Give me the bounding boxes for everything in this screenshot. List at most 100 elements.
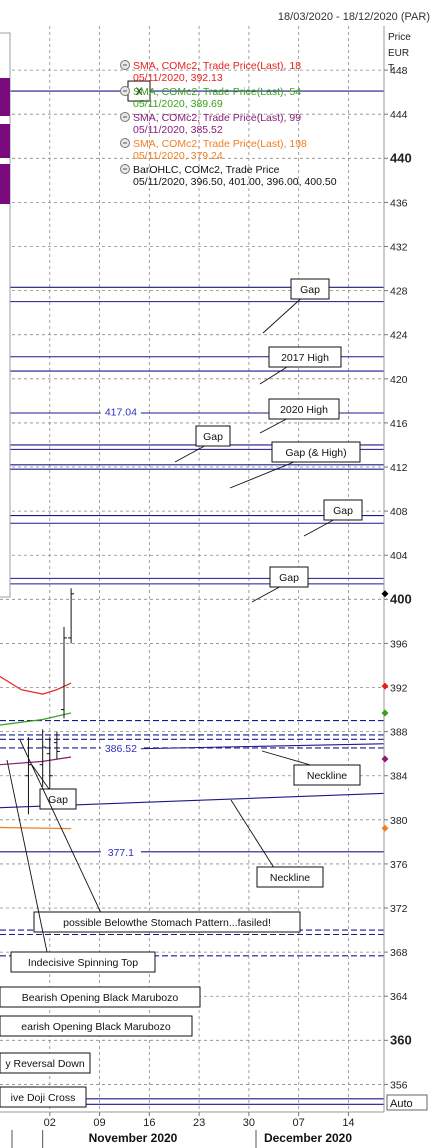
axis-tick-label: 396 [390, 638, 408, 650]
annotation-text: Neckline [307, 770, 347, 782]
value-label: 386.52 [105, 743, 137, 755]
legend-series: SMA, COMc2, Trade Price(Last), 99 [133, 112, 301, 124]
axis-tick-label: 376 [390, 859, 408, 871]
annotation-box [195, 425, 231, 447]
legend-value: 05/11/2020, 396.50, 401.00, 396.00, 400.… [133, 176, 337, 188]
axis-tick-label: 412 [390, 462, 408, 474]
value-label: 377.1 [108, 847, 134, 859]
price-marker [381, 590, 389, 598]
axis-tick-label: 388 [390, 727, 408, 739]
axis-tick-label: 384 [390, 771, 408, 783]
grid [0, 26, 384, 1112]
annotation-connector [229, 461, 295, 489]
annotation-box [268, 346, 342, 368]
auto-scale-button[interactable]: Auto [386, 1094, 428, 1111]
annotation-text: Gap [203, 431, 223, 443]
time-tick-label: 07 [293, 1117, 305, 1129]
annotation-box [0, 1086, 87, 1108]
annotation-text: Neckline [270, 872, 310, 884]
legend-series: SMA, COMc2, Trade Price(Last), 18 [133, 60, 301, 72]
date-range-label: 18/03/2020 - 18/12/2020 (PAR) [278, 11, 430, 23]
trend-line [113, 743, 385, 750]
annotation-text: Gap [48, 794, 68, 806]
price-marker [381, 824, 389, 832]
time-tick-label: 23 [193, 1117, 205, 1129]
annotation-connector [31, 764, 50, 790]
axis-tick-label: 448 [390, 65, 408, 77]
axis-tick-label: 400 [390, 591, 412, 606]
annotation-box [323, 499, 363, 521]
annotation-text: 2017 High [281, 352, 329, 364]
price-marker [381, 755, 389, 763]
price-marker [381, 682, 389, 690]
sma-line [0, 675, 72, 695]
annotation-box [33, 911, 301, 933]
annotation-text: Gap [300, 284, 320, 296]
legend-value: 05/11/2020, 389.69 [133, 98, 223, 110]
axis-tick-label: 368 [390, 947, 408, 959]
axis-tick-label: 428 [390, 286, 408, 298]
annotation-text: Gap [279, 572, 299, 584]
annotation-box [10, 951, 156, 973]
annotations: Gap 2017 High 2020 High Gap Gap (& High) Gap G… [0, 80, 363, 1108]
panel-purple-block-2 [0, 124, 10, 158]
annotation-text: y Reversal Down [5, 1058, 85, 1070]
annotation-text: 2020 High [280, 404, 328, 416]
legend: SMA, COMc2, Trade Price(Last), 1805/11/2… [120, 60, 337, 188]
annotation-text: Gap (& High) [285, 447, 346, 459]
axis-tick-label: 372 [390, 903, 408, 915]
annotation-text: Gap [333, 505, 353, 517]
value-label-bg [100, 405, 141, 418]
legend-series: SMA, COMc2, Trade Price(Last), 198 [133, 138, 307, 150]
annotation-connector [259, 418, 287, 434]
panel-purple-block-3 [0, 164, 10, 204]
annotation-text: possible Belowthe Stomach Pattern...fasi… [63, 917, 271, 929]
annotation-connector [251, 586, 280, 603]
value-label: 417.04 [105, 406, 137, 418]
axis-tick-label: 420 [390, 374, 408, 386]
left-panel [0, 32, 11, 598]
annotation-text: Indecisive Spinning Top [28, 957, 138, 969]
axis-tick-label: 364 [390, 991, 408, 1003]
time-tick-label: 16 [143, 1117, 155, 1129]
legend-value: 05/11/2020, 379.24 [133, 150, 223, 162]
value-label-bg [100, 741, 141, 754]
legend-value: 05/11/2020, 385.52 [133, 124, 223, 136]
axis-tick-label: 392 [390, 683, 408, 695]
x-marker-label: X [135, 86, 143, 98]
annotation-box [256, 866, 324, 888]
axis-tick-label: 444 [390, 109, 408, 121]
axis-tick-label: 436 [390, 197, 408, 209]
axis-tick-label: 432 [390, 242, 408, 254]
annotation-box [0, 1052, 91, 1074]
sma-line [0, 712, 72, 726]
axis-tick-label: 380 [390, 815, 408, 827]
price-marker [381, 709, 389, 717]
value-label-bg [100, 845, 141, 858]
month-label: November 2020 [89, 1131, 178, 1145]
time-tick-label: 30 [243, 1117, 255, 1129]
annotation-connector [303, 519, 334, 537]
annotation-box [39, 788, 77, 810]
auto-scale-label: Auto [390, 1098, 413, 1110]
annotation-box [0, 986, 201, 1008]
annotation-connector [174, 445, 205, 463]
sma-line [0, 826, 72, 830]
axis-title-type: T [388, 63, 394, 74]
annotation-box [268, 398, 340, 420]
annotation-text: ive Doji Cross [11, 1092, 76, 1104]
annotation-box [0, 1015, 193, 1037]
axis-tick-label: 360 [390, 1032, 412, 1047]
annotation-box [290, 278, 330, 300]
annotation-connector [6, 759, 48, 953]
time-axis: 02 09 16 23 30 07 14 November 2020 December 2020 [0, 1111, 384, 1148]
annotation-connector [19, 739, 101, 913]
legend-value: 05/11/2020, 392.13 [133, 72, 223, 84]
annotation-connector [230, 799, 274, 868]
sma-line [0, 756, 72, 766]
annotation-box [293, 764, 361, 786]
month-label: December 2020 [264, 1131, 352, 1145]
axis-tick-label: 408 [390, 506, 408, 518]
price-axis: Price EUR T 448 444 440 436 432 428 424 420 416 4… [381, 26, 412, 1112]
